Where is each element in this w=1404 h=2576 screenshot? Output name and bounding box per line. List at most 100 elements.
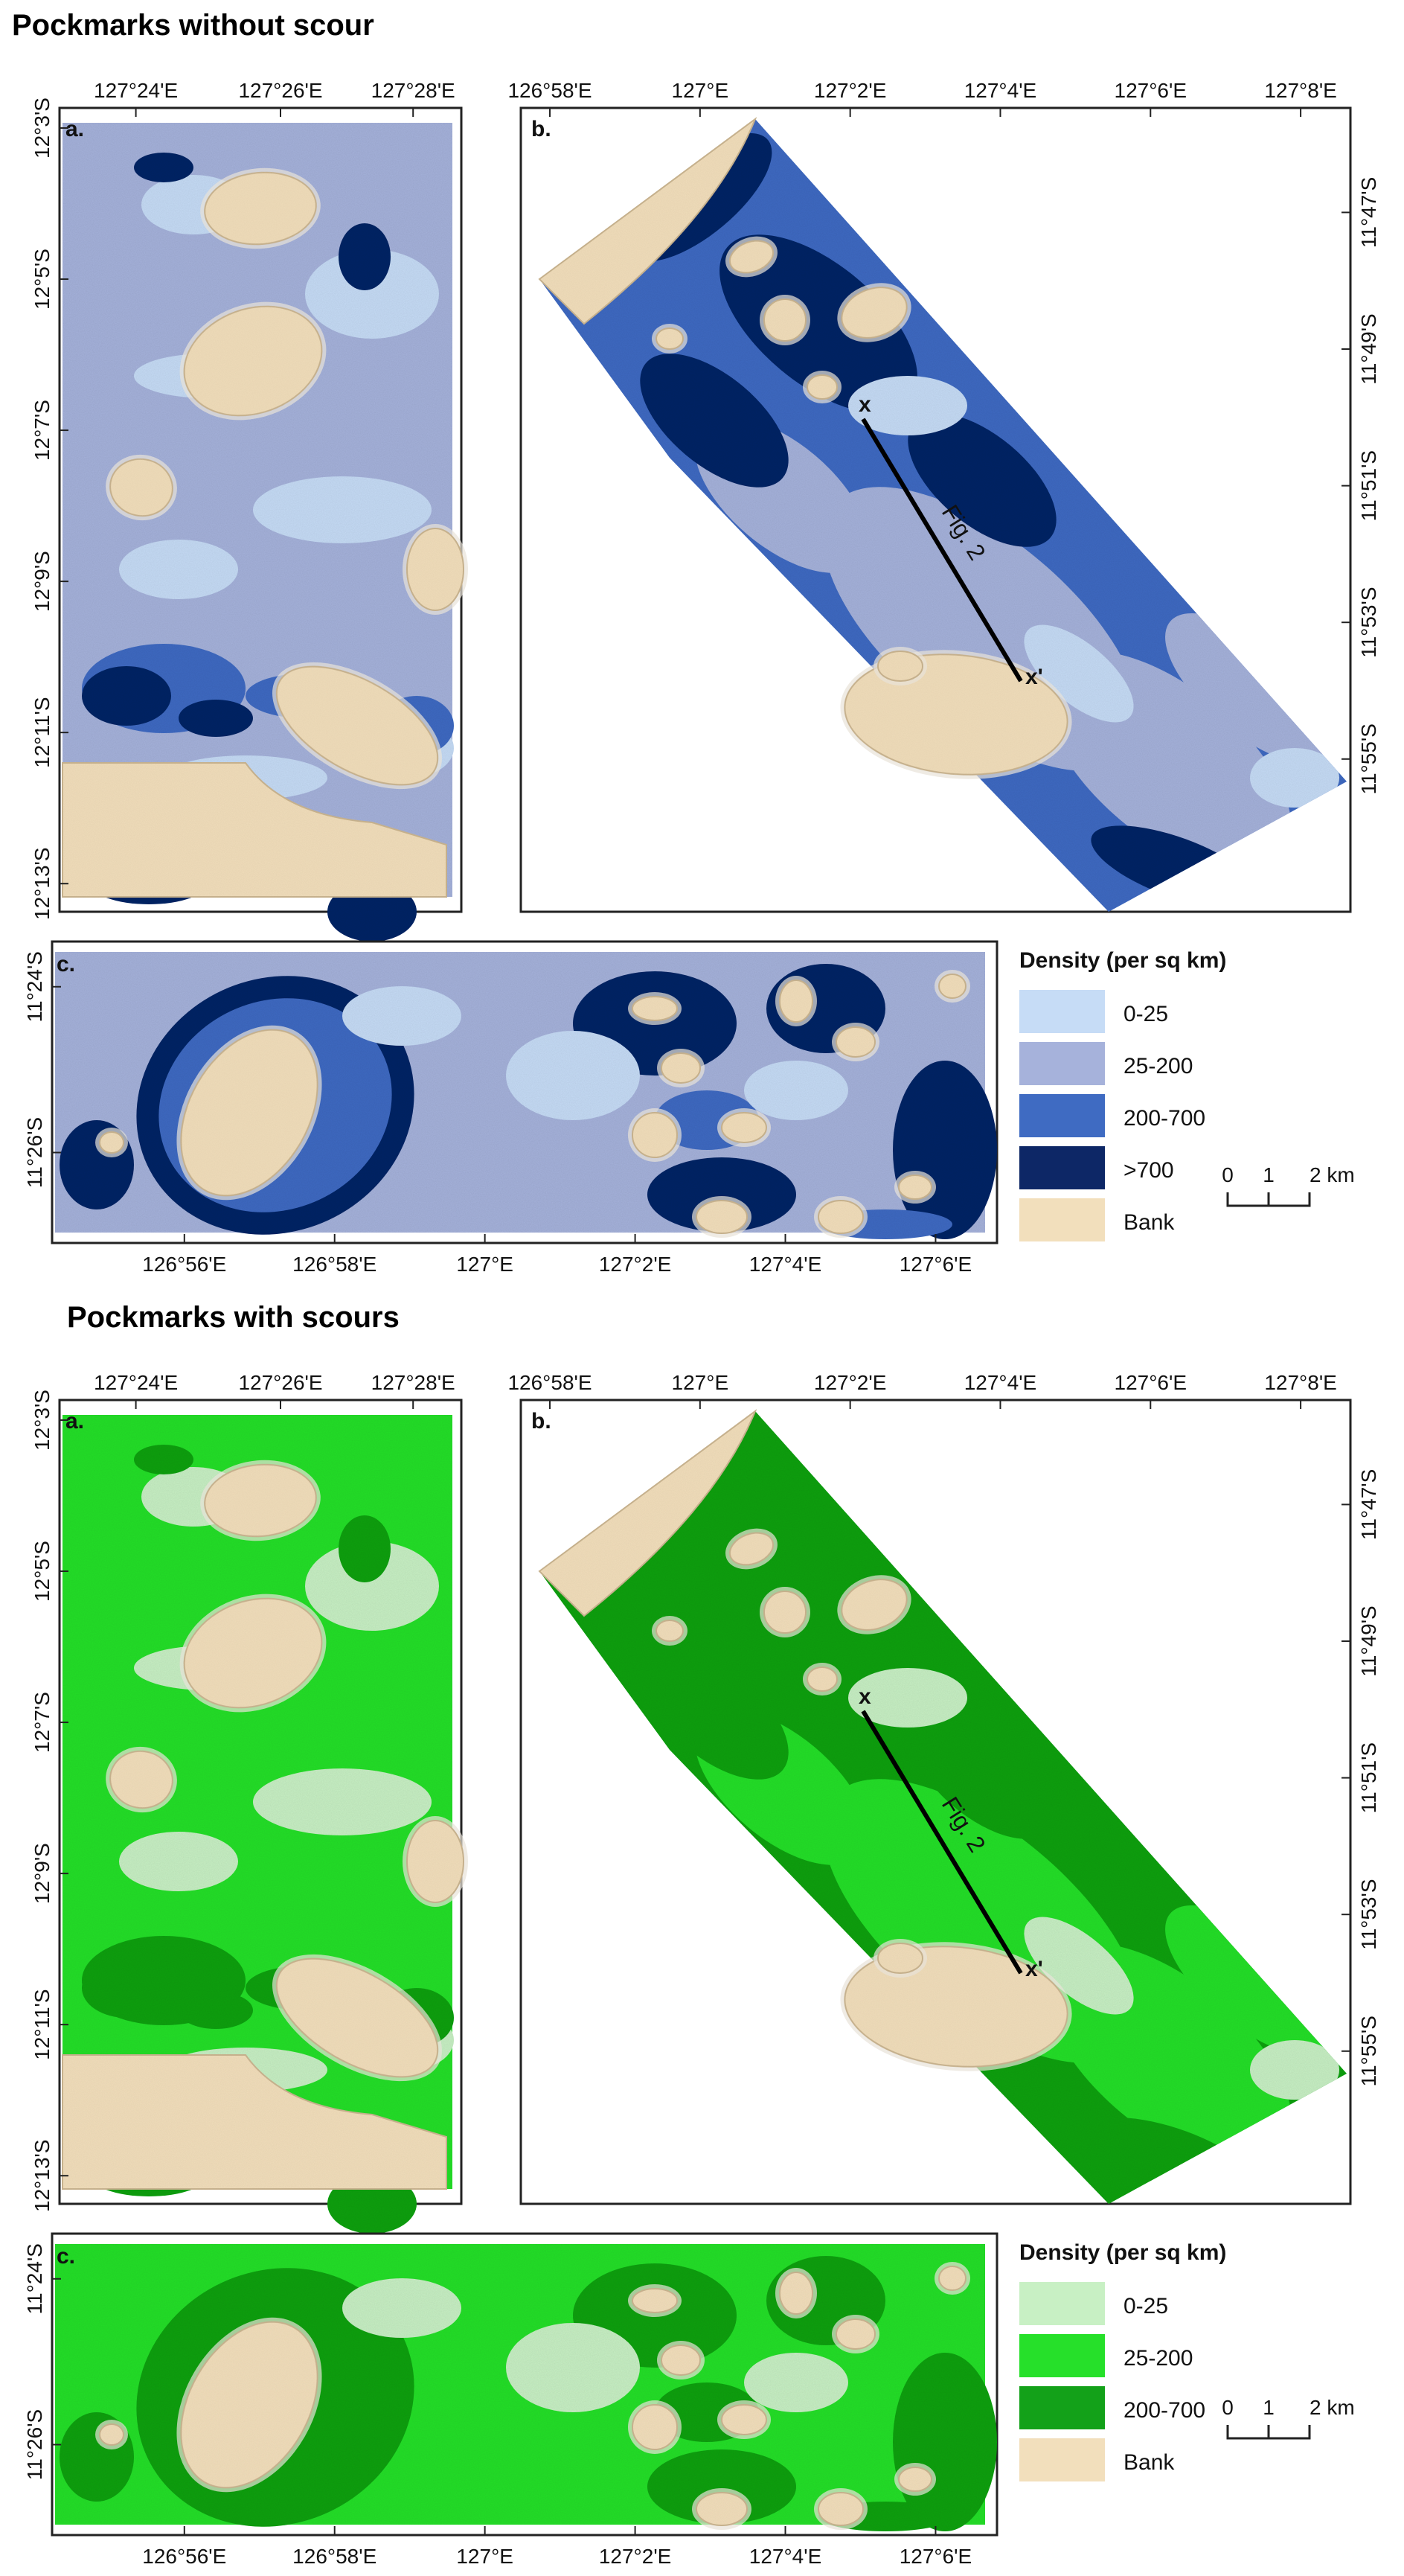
density-0-25 [119, 1832, 238, 1891]
bank [62, 2054, 447, 2190]
density-0-25 [848, 376, 967, 435]
bank [632, 996, 678, 1021]
density-25-200 [1165, 613, 1335, 764]
legend-swatch [1019, 2438, 1105, 2481]
density-0-25 [342, 2278, 461, 2338]
scale-label: 0 [1222, 2396, 1234, 2419]
bank [877, 1943, 923, 1974]
bank [841, 287, 908, 339]
top-tick-label: 127°28'E [371, 1371, 455, 1394]
panel-b-label: b. [531, 117, 551, 141]
legend-item-label: 25-200 [1123, 1054, 1193, 1078]
bank [779, 979, 813, 1023]
top-tick-label: 127°2'E [814, 79, 887, 102]
bottom-tick-label: 127°6'E [900, 2545, 972, 2568]
density-0-25 [1024, 624, 1134, 723]
left-tick-label: 11°26'S [23, 1117, 46, 1188]
panel-c: c. 11°24'S 11°26'S 126°56'E 126°58'E 127°E 127… [23, 940, 998, 1276]
density-25-200 [1165, 1905, 1335, 2056]
bank [538, 1409, 757, 1617]
bank [183, 1597, 323, 1709]
right-tick-label: 11°51'S [1357, 450, 1380, 521]
density-high [647, 2449, 796, 2524]
legend-swatch [1019, 1146, 1105, 1189]
density-high [339, 1515, 391, 1582]
density-high [134, 153, 193, 182]
profile-line [861, 1710, 1023, 1975]
density-0-25 [119, 540, 238, 599]
bank [818, 1200, 864, 1234]
bank [841, 1579, 908, 1631]
bank [807, 1666, 838, 1692]
left-tick-label: 12°3'S [31, 98, 54, 159]
top-tick-label: 127°28'E [371, 79, 455, 102]
scale-label: 1 [1263, 1163, 1275, 1186]
right-tick-label: 11°47'S [1357, 177, 1380, 248]
bank [836, 2318, 876, 2350]
bottom-tick-label: 127°4'E [749, 1253, 822, 1276]
scale-bar-line [1226, 1192, 1311, 1207]
top-tick-label: 127°4'E [964, 1371, 1037, 1394]
bank [538, 117, 757, 325]
density-high [908, 1705, 1057, 1839]
density-high [640, 354, 789, 488]
profile-start-label: x [859, 1684, 871, 1709]
legend-item-label: 0-25 [1123, 2294, 1168, 2318]
density-0-25 [848, 1668, 967, 1728]
density-high [640, 1646, 789, 1780]
panel-b-label: b. [531, 1409, 551, 1434]
bottom-tick-label: 127°E [456, 1253, 513, 1276]
right-tick-label: 11°47'S [1357, 1469, 1380, 1540]
density-0-25 [506, 1031, 640, 1120]
legend-item-label: 0-25 [1123, 1002, 1168, 1026]
bottom-tick-label: 127°2'E [599, 1253, 672, 1276]
bank [632, 1112, 678, 1158]
bank [661, 1052, 701, 1084]
density-high [647, 1157, 796, 1232]
density-0-25 [305, 1541, 439, 1631]
legend-item-label: 25-200 [1123, 2346, 1193, 2371]
bank [661, 2345, 701, 2376]
panel-a: a. 127°24'E 127°26'E 127°28'E 12°3'S 12°5'S 12… [31, 1371, 468, 2234]
bank [807, 374, 838, 400]
top-tick-label: 127°8'E [1264, 1371, 1337, 1394]
scale-bar-line [1226, 2425, 1311, 2440]
legend-item-label: Bank [1123, 2450, 1175, 2475]
scale-label: 1 [1263, 2396, 1275, 2419]
density-high [134, 1445, 193, 1474]
legend-swatch [1019, 1042, 1105, 1085]
right-tick-label: 11°49'S [1357, 1605, 1380, 1676]
top-tick-label: 127°26'E [238, 79, 322, 102]
bank [763, 1591, 807, 1634]
right-tick-label: 11°51'S [1357, 1742, 1380, 1813]
bottom-tick-label: 127°6'E [900, 1253, 972, 1276]
bank [696, 1200, 748, 1234]
left-tick-label: 12°5'S [31, 1541, 54, 1602]
left-tick-label: 12°11'S [31, 697, 54, 767]
scale-label: 0 [1222, 1163, 1234, 1186]
bank [632, 2404, 678, 2450]
profile-end-label: x' [1025, 665, 1043, 689]
bank [180, 2321, 318, 2489]
top-tick-label: 126°58'E [507, 79, 592, 102]
density-0-25 [342, 986, 461, 1046]
bottom-tick-label: 126°58'E [292, 2545, 376, 2568]
density-high [719, 1527, 917, 1705]
bank [180, 1029, 318, 1197]
left-tick-label: 12°9'S [31, 551, 54, 612]
top-tick-label: 127°8'E [1264, 79, 1337, 102]
bank [898, 2467, 932, 2492]
bank [275, 1957, 439, 2078]
panel-a-label: a. [65, 117, 84, 141]
bank [406, 1820, 464, 1903]
left-tick-label: 12°9'S [31, 1843, 54, 1904]
bank [721, 1112, 767, 1143]
left-tick-label: 12°7'S [31, 1692, 54, 1753]
density-0-25 [1250, 748, 1339, 808]
panel-a: a. 127°24'E 127°26'E 127°28'E 12°3'S 12°5'S 12… [31, 79, 468, 942]
section-title-with-scours: Pockmarks with scours [67, 1301, 400, 1334]
left-tick-label: 11°24'S [23, 951, 46, 1022]
density-high [719, 234, 917, 413]
density-0-25 [1250, 2040, 1339, 2100]
top-tick-label: 127°6'E [1115, 1371, 1187, 1394]
